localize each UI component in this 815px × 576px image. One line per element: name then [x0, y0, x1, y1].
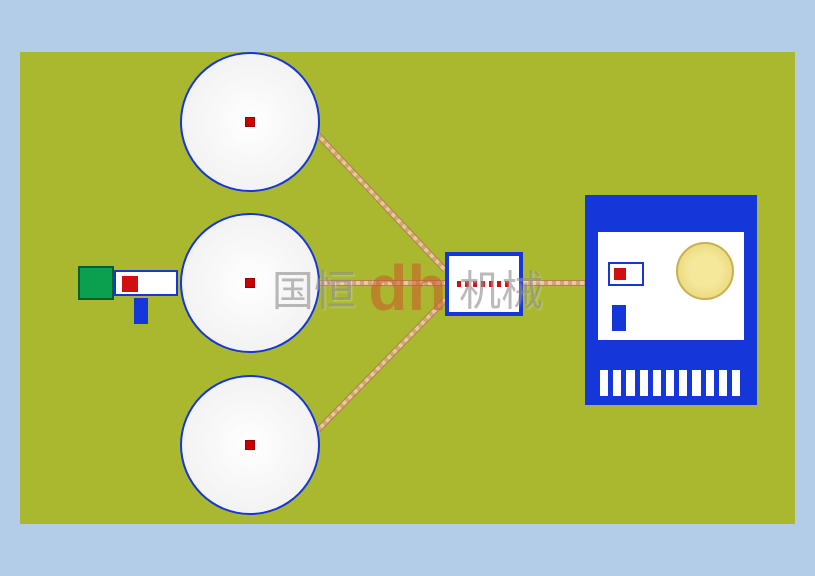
left-feed-body — [114, 270, 178, 296]
machine-vent-grill — [600, 370, 740, 396]
grill-bar — [706, 370, 714, 396]
silo-center-marker — [245, 117, 255, 127]
grill-bar — [653, 370, 661, 396]
mixer-agitator — [457, 281, 511, 287]
machine-feed-port — [608, 262, 644, 286]
silo-center-marker — [245, 278, 255, 288]
conveyor-2 — [320, 280, 445, 286]
silo-center-marker — [245, 440, 255, 450]
left-green-unit — [78, 266, 114, 300]
grill-bar — [666, 370, 674, 396]
grill-bar — [613, 370, 621, 396]
grill-bar — [626, 370, 634, 396]
conveyor-4 — [520, 280, 588, 286]
machine-pump — [612, 305, 626, 331]
silo-top — [180, 52, 320, 192]
mixer-box — [445, 252, 523, 316]
grill-bar — [640, 370, 648, 396]
grill-bar — [600, 370, 608, 396]
grill-bar — [692, 370, 700, 396]
machine-red-marker — [614, 268, 626, 280]
left-red-marker — [122, 276, 138, 292]
silo-bottom — [180, 375, 320, 515]
grill-bar — [732, 370, 740, 396]
machine-drum-icon — [676, 242, 734, 300]
grill-bar — [679, 370, 687, 396]
grill-bar — [719, 370, 727, 396]
silo-middle — [180, 213, 320, 353]
left-pump — [134, 298, 148, 324]
